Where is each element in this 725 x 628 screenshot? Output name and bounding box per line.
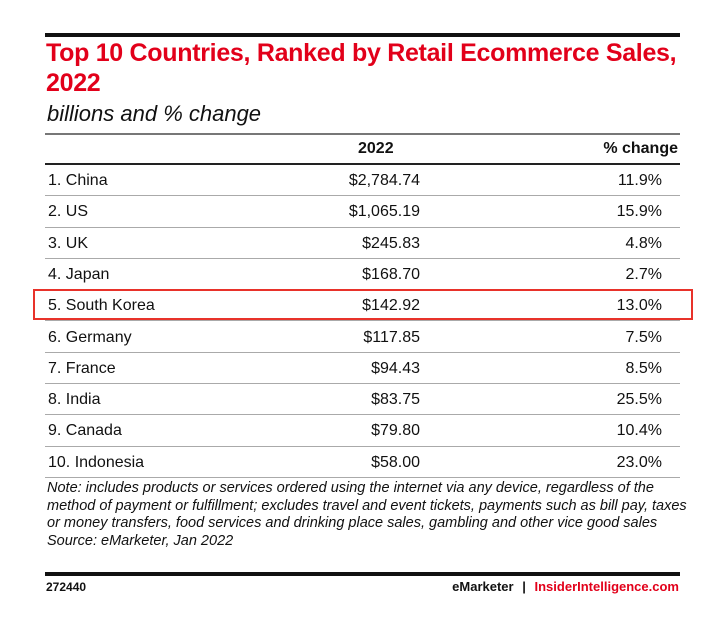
top-rule [45, 33, 680, 37]
sales-cell: $79.80 [371, 422, 420, 440]
change-cell: 11.9% [617, 172, 662, 189]
change-cell: 8.5% [625, 359, 662, 377]
change-cell: 4.8% [625, 234, 662, 252]
bottom-rule [45, 572, 680, 576]
sales-cell: $142.92 [362, 297, 420, 315]
change-cell: 7.5% [625, 328, 662, 346]
country-cell: 8. India [48, 391, 101, 409]
table-row: 6. Germany $117.85 7.5% [45, 322, 680, 353]
country-cell: 10. Indonesia [48, 453, 145, 471]
country-cell: 2. US [48, 203, 89, 221]
table-row: 9. Canada $79.80 10.4% [45, 415, 680, 447]
header-rule [45, 133, 680, 135]
sales-cell: $117.85 [363, 328, 420, 346]
table-row: 4. Japan $168.70 2.7% [45, 259, 680, 291]
chart-title: Top 10 Countries, Ranked by Retail Ecomm… [46, 39, 677, 97]
header-bottom-rule [45, 163, 680, 165]
change-cell: 13.0% [616, 297, 662, 315]
change-cell: 2.7% [625, 265, 662, 283]
table-row: 1. China $2,784.74 11.9% [45, 165, 680, 197]
change-cell: 15.9% [616, 203, 662, 221]
sales-cell: $1,065.19 [348, 203, 420, 221]
change-cell: 10.4% [616, 422, 662, 440]
highlight-box [33, 289, 693, 320]
table-row: 10. Indonesia $58.00 23.0% [45, 447, 680, 478]
brand-site-link[interactable]: InsiderIntelligence.com [534, 579, 680, 594]
table-row: 3. UK $245.83 4.8% [45, 228, 680, 259]
chart-id: 272440 [46, 580, 87, 594]
change-cell: 25.5% [616, 391, 662, 409]
brand-footer: eMarketer | InsiderIntelligence.com [452, 579, 679, 594]
country-cell: 1. China [48, 172, 108, 189]
sales-cell: $83.75 [371, 391, 420, 409]
chart-subtitle: billions and % change [47, 101, 262, 126]
country-cell: 3. UK [48, 234, 89, 252]
source-text: Source: eMarketer, Jan 2022 [47, 532, 234, 549]
country-cell: 6. Germany [48, 328, 132, 346]
sales-cell: $94.43 [371, 359, 420, 377]
brand-separator: | [522, 579, 526, 594]
table-row: 8. India $83.75 25.5% [45, 384, 680, 416]
sales-cell: $58.00 [371, 453, 420, 471]
change-cell: 23.0% [616, 453, 662, 471]
column-header-change: % change [603, 140, 678, 157]
footnote: Note: includes products or services orde… [47, 480, 687, 550]
sales-cell: $245.83 [362, 234, 420, 252]
table-row: 7. France $94.43 8.5% [45, 353, 680, 385]
country-cell: 7. France [48, 359, 116, 377]
table-row: 5. South Korea $142.92 13.0% [45, 290, 680, 322]
country-cell: 9. Canada [48, 422, 122, 440]
country-cell: 5. South Korea [48, 297, 155, 315]
brand-emarketer: eMarketer [452, 579, 514, 594]
country-cell: 4. Japan [48, 265, 110, 283]
sales-cell: $2,784.74 [348, 172, 420, 189]
table-row: 2. US $1,065.19 15.9% [45, 196, 680, 228]
column-header-2022: 2022 [358, 140, 394, 157]
note-text: Note: includes products or services orde… [47, 480, 687, 531]
sales-cell: $168.70 [362, 265, 420, 283]
